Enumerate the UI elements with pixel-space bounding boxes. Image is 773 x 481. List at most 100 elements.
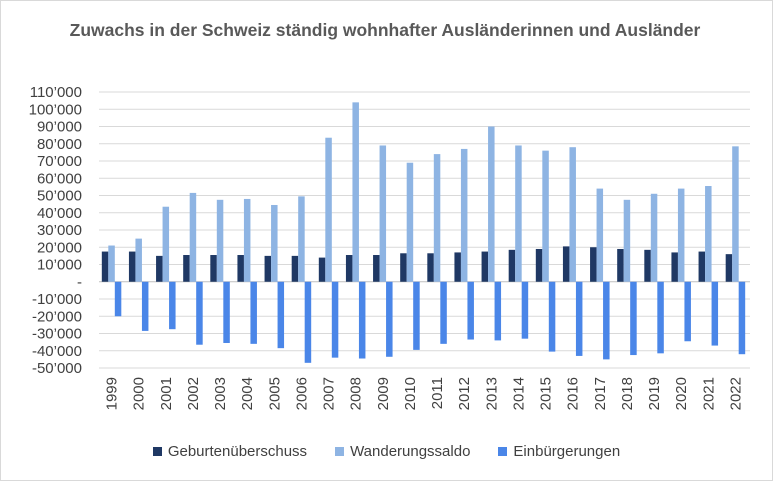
x-tick-label: 2015: [538, 377, 555, 410]
x-tick-label: 2012: [456, 377, 473, 410]
bar-geburtenüberschuss-2015: [535, 248, 543, 282]
bar-wanderungssaldo-1999: [108, 245, 115, 282]
bar-wanderungssaldo-2016: [569, 147, 576, 282]
x-tick-label: 2010: [402, 377, 419, 410]
bar-einbürgerungen-2015: [548, 281, 556, 352]
bar-wanderungssaldo-2019: [650, 193, 658, 282]
bar-wanderungssaldo-2005: [271, 204, 278, 282]
y-tick-label: -10’000: [32, 291, 82, 308]
bar-geburtenüberschuss-2005: [264, 255, 272, 282]
bar-einbürgerungen-2005: [277, 281, 285, 349]
bar-wanderungssaldo-2015: [542, 150, 549, 282]
y-tick-label: 20’000: [37, 239, 82, 256]
x-tick-label: 2007: [321, 377, 338, 410]
y-tick-label: 30’000: [37, 222, 82, 239]
bar-einbürgerungen-2008: [358, 281, 366, 359]
legend: Geburtenüberschuss Wanderungssaldo Einbü…: [0, 440, 773, 462]
x-tick-label: 2017: [592, 377, 609, 410]
bar-einbürgerungen-2006: [304, 281, 312, 363]
bar-wanderungssaldo-2008: [352, 102, 359, 282]
x-tick-label: 2013: [483, 377, 500, 410]
bar-einbürgerungen-2022: [738, 281, 746, 355]
bar-einbürgerungen-2003: [223, 281, 230, 343]
bar-wanderungssaldo-2002: [189, 192, 197, 282]
y-tick-label: 100’000: [29, 101, 82, 118]
x-tick-label: 2002: [185, 377, 202, 410]
x-axis-ticks: 1999 2000 2001 2002 2003 2004 2005 2006 2007 2008…: [104, 377, 745, 410]
bar-einbürgerungen-2018: [630, 281, 637, 356]
bar-geburtenüberschuss-2006: [291, 255, 299, 282]
bar-geburtenüberschuss-2019: [644, 249, 651, 282]
x-tick-label: 2006: [293, 377, 310, 410]
bar-einbürgerungen-2020: [684, 281, 691, 342]
legend-swatch: [335, 446, 345, 456]
x-tick-label: 1999: [104, 377, 121, 410]
y-tick-label: -40’000: [32, 343, 82, 360]
bar-geburtenüberschuss-2021: [698, 251, 706, 282]
bar-geburtenüberschuss-2000: [128, 251, 136, 282]
x-tick-label: 2016: [565, 377, 582, 410]
x-tick-label: 2008: [348, 377, 365, 410]
legend-swatch: [498, 446, 508, 456]
bar-geburtenüberschuss-2003: [210, 255, 217, 282]
bar-geburtenüberschuss-2017: [590, 247, 597, 282]
x-tick-label: 2001: [158, 377, 175, 410]
bar-einbürgerungen-2002: [196, 281, 203, 345]
bar-wanderungssaldo-2004: [243, 198, 251, 282]
bar-geburtenüberschuss-2012: [454, 252, 461, 282]
bar-wanderungssaldo-2003: [216, 199, 224, 282]
y-tick-label: 10’000: [37, 257, 82, 274]
bar-wanderungssaldo-2012: [460, 148, 468, 282]
bar-geburtenüberschuss-2010: [400, 253, 407, 282]
bar-wanderungssaldo-2000: [135, 238, 142, 282]
x-tick-label: 2004: [239, 377, 256, 410]
bar-geburtenüberschuss-2004: [237, 255, 244, 282]
bar-einbürgerungen-2001: [169, 281, 176, 330]
bar-geburtenüberschuss-2009: [373, 255, 380, 282]
bar-einbürgerungen-2021: [711, 281, 719, 346]
bar-einbürgerungen-2009: [386, 281, 393, 357]
bar-wanderungssaldo-2020: [677, 188, 685, 282]
bar-wanderungssaldo-2007: [325, 137, 332, 282]
legend-swatch: [152, 446, 162, 456]
y-tick-label: 50’000: [37, 188, 82, 205]
y-tick-label: 60’000: [37, 170, 82, 187]
bar-einbürgerungen-2017: [603, 281, 610, 360]
bar-wanderungssaldo-2014: [515, 145, 522, 282]
y-tick-label: 90’000: [37, 119, 82, 136]
bar-einbürgerungen-2000: [141, 281, 149, 331]
bar-geburtenüberschuss-2008: [345, 255, 353, 282]
x-tick-label: 2009: [375, 377, 392, 410]
bar-wanderungssaldo-2010: [406, 162, 414, 282]
x-tick-label: 2019: [646, 377, 663, 410]
bar-geburtenüberschuss-2013: [481, 251, 489, 282]
x-tick-label: 2021: [700, 377, 717, 410]
x-tick-label: 2005: [266, 377, 283, 410]
bars: [101, 102, 746, 363]
bar-einbürgerungen-2019: [657, 281, 664, 354]
gridlines: [99, 91, 750, 369]
bar-geburtenüberschuss-2018: [617, 248, 624, 282]
y-tick-label: 70’000: [37, 153, 82, 170]
x-tick-label: 2003: [212, 377, 229, 410]
y-axis-ticks: -50’000-40’000-30’000-20’000-10’000-10’0…: [29, 84, 82, 377]
legend-item-einbuergerungen: Einbürgerungen: [498, 443, 620, 460]
bar-einbürgerungen-1999: [114, 281, 122, 317]
x-tick-label: 2018: [619, 377, 636, 410]
legend-label: Wanderungssaldo: [350, 442, 471, 460]
legend-item-geburtenueberschuss: Geburtenüberschuss: [152, 443, 307, 460]
y-tick-label: 110’000: [30, 84, 82, 101]
y-tick-label: -20’000: [32, 308, 82, 325]
bar-geburtenüberschuss-2014: [508, 249, 516, 282]
bar-wanderungssaldo-2009: [379, 145, 387, 282]
bar-einbürgerungen-2013: [494, 281, 502, 341]
bar-wanderungssaldo-2018: [623, 199, 631, 282]
bar-wanderungssaldo-2022: [732, 146, 739, 282]
bar-geburtenüberschuss-2007: [318, 257, 326, 282]
bar-wanderungssaldo-2001: [162, 206, 170, 282]
x-tick-label: 2020: [673, 377, 690, 410]
bar-einbürgerungen-2007: [331, 281, 339, 358]
bar-wanderungssaldo-2013: [488, 126, 495, 282]
